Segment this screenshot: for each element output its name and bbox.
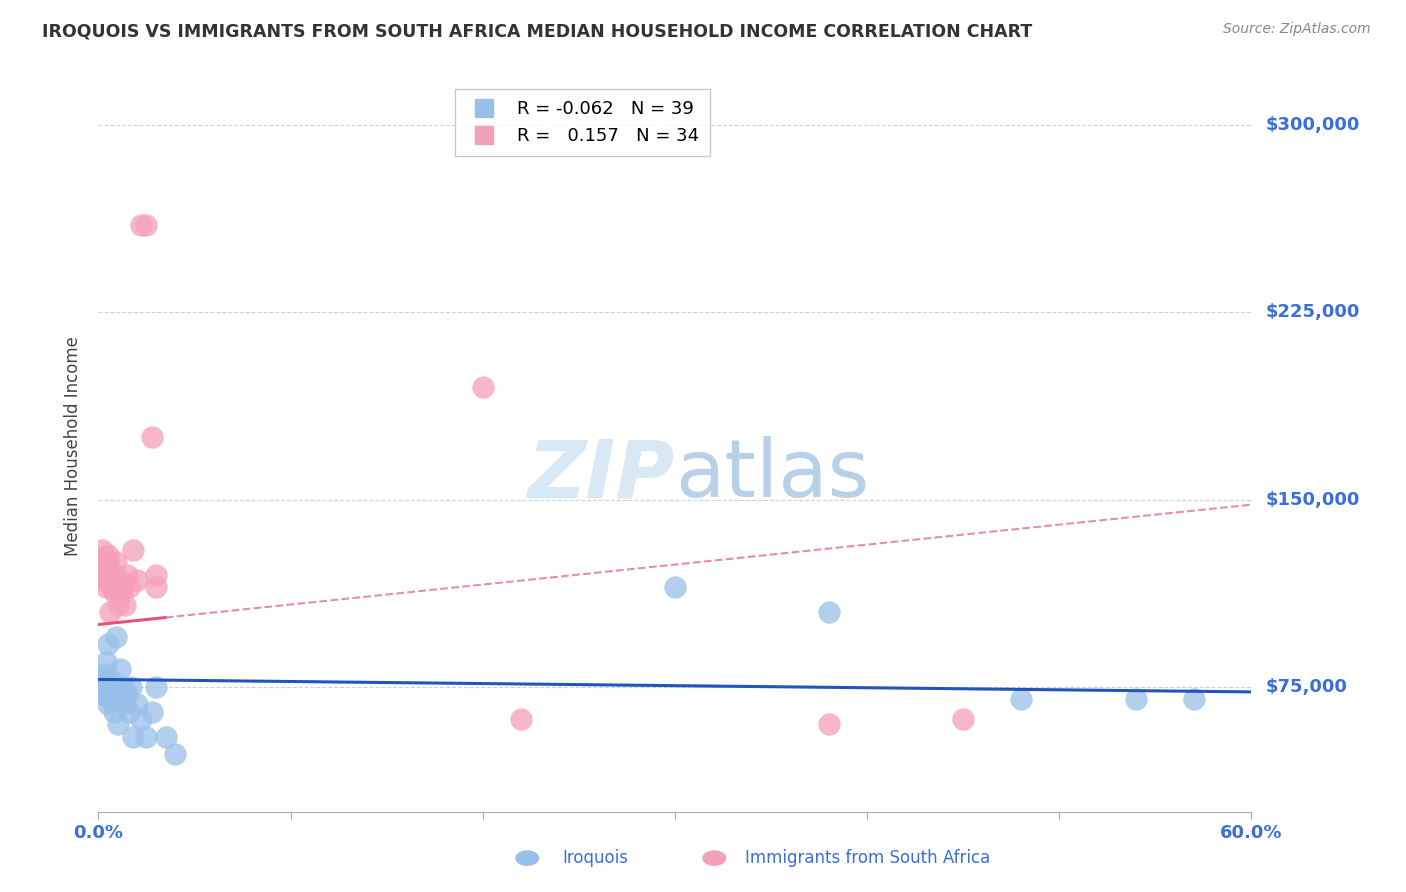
- Point: [107, 692, 129, 706]
- Point: [1010, 692, 1032, 706]
- Point: [1182, 692, 1205, 706]
- Text: $150,000: $150,000: [1265, 491, 1360, 508]
- Point: [103, 705, 125, 719]
- Point: [94, 573, 117, 587]
- Text: ZIP: ZIP: [527, 436, 675, 515]
- Point: [103, 567, 125, 582]
- Point: [94, 580, 117, 594]
- Point: [91, 687, 114, 701]
- Point: [118, 705, 141, 719]
- Text: $225,000: $225,000: [1265, 303, 1360, 321]
- Point: [817, 605, 839, 619]
- Point: [93, 677, 115, 691]
- Point: [103, 692, 125, 706]
- Point: [89, 555, 111, 569]
- Point: [94, 655, 117, 669]
- Point: [110, 580, 132, 594]
- Point: [103, 585, 125, 599]
- Point: [89, 680, 111, 694]
- Text: atlas: atlas: [675, 436, 869, 515]
- Point: [97, 637, 120, 651]
- Point: [952, 712, 974, 726]
- Point: [101, 677, 124, 691]
- Text: $75,000: $75,000: [1265, 678, 1347, 696]
- Point: [122, 542, 145, 557]
- Point: [141, 430, 163, 444]
- Point: [145, 680, 167, 694]
- Point: [135, 218, 157, 232]
- Point: [510, 712, 533, 726]
- Point: [98, 563, 121, 577]
- Text: Iroquois: Iroquois: [562, 849, 628, 867]
- Point: [112, 580, 135, 594]
- Point: [98, 605, 121, 619]
- Point: [91, 542, 114, 557]
- Point: [104, 680, 127, 694]
- Point: [107, 598, 129, 612]
- Text: IROQUOIS VS IMMIGRANTS FROM SOUTH AFRICA MEDIAN HOUSEHOLD INCOME CORRELATION CHA: IROQUOIS VS IMMIGRANTS FROM SOUTH AFRICA…: [42, 22, 1032, 40]
- Point: [155, 730, 177, 744]
- Point: [165, 747, 187, 762]
- Point: [98, 692, 121, 706]
- Point: [135, 730, 157, 744]
- Point: [97, 555, 120, 569]
- Y-axis label: Median Household Income: Median Household Income: [65, 336, 83, 556]
- Point: [89, 567, 111, 582]
- Point: [145, 580, 167, 594]
- Point: [91, 673, 114, 687]
- Point: [120, 680, 142, 694]
- Point: [94, 682, 117, 697]
- Point: [91, 573, 114, 587]
- Point: [93, 667, 115, 681]
- Point: [817, 717, 839, 731]
- Point: [145, 567, 167, 582]
- Point: [471, 380, 494, 394]
- Point: [117, 567, 138, 582]
- Point: [110, 588, 132, 602]
- Point: [93, 550, 115, 565]
- Point: [141, 705, 163, 719]
- Point: [118, 580, 141, 594]
- Point: [117, 687, 138, 701]
- Point: [97, 548, 120, 562]
- Legend: R = -0.062   N = 39, R =   0.157   N = 34: R = -0.062 N = 39, R = 0.157 N = 34: [456, 89, 710, 156]
- Point: [104, 555, 127, 569]
- Point: [107, 717, 129, 731]
- Text: Source: ZipAtlas.com: Source: ZipAtlas.com: [1223, 22, 1371, 37]
- Point: [114, 598, 136, 612]
- Text: $300,000: $300,000: [1265, 116, 1360, 134]
- Point: [98, 673, 121, 687]
- Point: [104, 630, 127, 644]
- Point: [129, 712, 152, 726]
- Point: [97, 685, 120, 699]
- Point: [125, 698, 148, 712]
- Text: Immigrants from South Africa: Immigrants from South Africa: [745, 849, 990, 867]
- Point: [97, 698, 120, 712]
- Point: [112, 680, 135, 694]
- Point: [108, 662, 131, 676]
- Point: [1125, 692, 1147, 706]
- Point: [93, 563, 115, 577]
- Point: [101, 580, 124, 594]
- Point: [114, 698, 136, 712]
- Point: [125, 573, 148, 587]
- Point: [129, 218, 152, 232]
- Point: [664, 580, 686, 594]
- Point: [108, 573, 131, 587]
- Point: [122, 730, 145, 744]
